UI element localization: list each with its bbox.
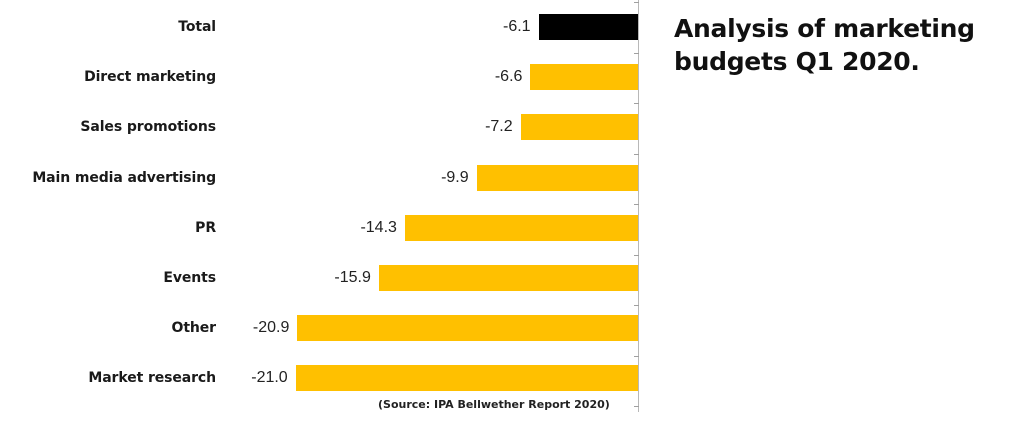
value-label: -14.3 [360, 218, 397, 236]
category-bar [295, 365, 638, 392]
axis-tick [634, 2, 639, 3]
category-label: Direct marketing [84, 69, 216, 86]
category-label: Events [163, 270, 216, 286]
category-bar [530, 64, 638, 91]
category-label: Market research [88, 370, 216, 387]
value-label: -20.9 [252, 319, 290, 337]
bar-chart: Total -6.1 Direct marketing -6.6 Sales promo… [32, 0, 639, 412]
category-bar [378, 265, 638, 291]
category-label: Main media advertising [32, 169, 216, 186]
value-label: -6.6 [494, 68, 523, 86]
axis-tick [634, 406, 639, 407]
axis-tick [634, 355, 639, 357]
axis-tick [634, 254, 639, 256]
axis-tick [634, 153, 639, 155]
category-label: PR [195, 219, 216, 236]
axis-tick [634, 52, 639, 54]
category-bar [520, 114, 638, 141]
chart-title: Analysis of marketing budgets Q1 2020. [674, 14, 975, 76]
category-bar [297, 315, 638, 342]
axis-tick [634, 305, 639, 306]
total-bar [538, 14, 638, 40]
source-note: (Source: IPA Bellwether Report 2020) [378, 398, 610, 411]
category-label: Total [178, 19, 216, 35]
zero-axis-line [638, 0, 639, 412]
axis-tick [634, 204, 639, 205]
value-label: -6.1 [503, 18, 531, 35]
category-bar [404, 214, 638, 241]
value-label: -9.9 [441, 168, 469, 186]
category-bar [476, 164, 638, 191]
value-label: -7.2 [485, 118, 513, 136]
category-label: Sales promotions [80, 119, 216, 136]
axis-tick [634, 103, 639, 104]
category-label: Other [171, 320, 217, 337]
value-label: -15.9 [334, 269, 371, 286]
value-label: -21.0 [251, 369, 288, 387]
